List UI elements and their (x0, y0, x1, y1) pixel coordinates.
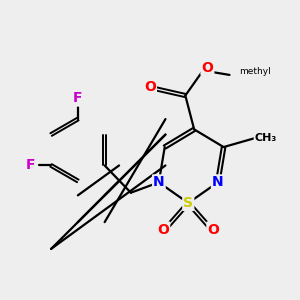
Text: F: F (26, 158, 35, 172)
Text: O: O (202, 61, 213, 75)
Text: O: O (144, 80, 156, 94)
Text: S: S (183, 196, 193, 210)
Text: N: N (153, 176, 165, 189)
Text: N: N (212, 176, 224, 189)
Text: CH₃: CH₃ (255, 133, 277, 143)
Text: methyl: methyl (239, 68, 271, 76)
Text: F: F (73, 92, 83, 106)
Text: O: O (207, 223, 219, 236)
Text: O: O (157, 223, 169, 236)
